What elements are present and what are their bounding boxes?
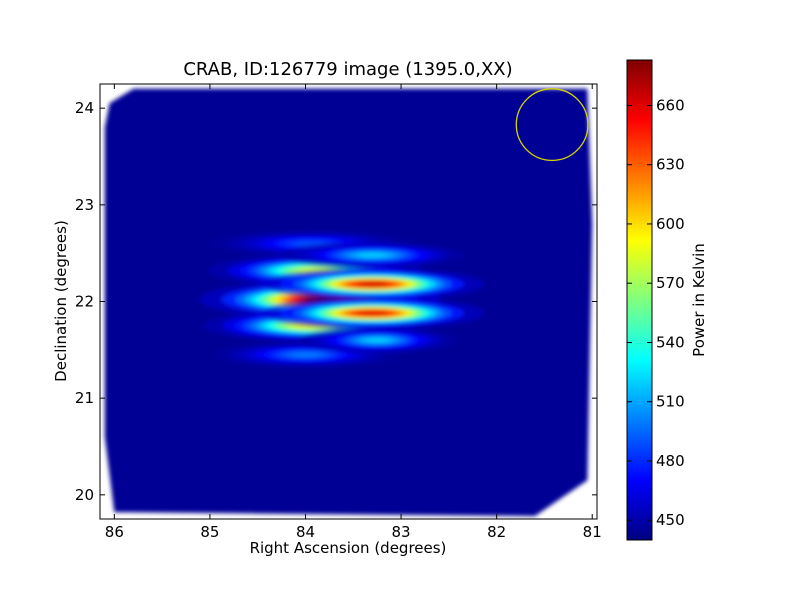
heatmap-source-level [366, 338, 389, 343]
heatmap-source [297, 326, 458, 354]
y-tick-label: 20 [75, 486, 94, 504]
y-tick-label: 21 [75, 389, 94, 407]
chart-title: CRAB, ID:126779 image (1395.0,XX) [183, 59, 512, 80]
colorbar-tick-label: 480 [656, 452, 685, 470]
colorbar-axis: 450 480 510 540 570 600 630 660 [627, 96, 685, 529]
colorbar-tick-label: 570 [656, 274, 685, 292]
colorbar-tick-label: 600 [656, 215, 685, 233]
y-axis: 20 21 22 23 24 [75, 99, 597, 504]
x-tick-label: 86 [105, 523, 124, 541]
colorbar-tick-label: 450 [656, 511, 685, 529]
heatmap-source [260, 296, 485, 330]
colorbar-tick-label: 630 [656, 156, 685, 174]
y-tick-label: 23 [75, 196, 94, 214]
colorbar-tick-label: 510 [656, 393, 685, 411]
heatmap-source-level [292, 352, 319, 357]
plot-area [104, 88, 593, 517]
heatmap-source [260, 267, 485, 301]
y-tick-label: 24 [75, 99, 94, 117]
x-tick-label: 81 [583, 523, 602, 541]
colorbar [626, 59, 653, 541]
x-tick-label: 84 [296, 523, 315, 541]
heatmap-source-level [356, 281, 388, 287]
x-axis-label: Right Ascension (degrees) [250, 539, 447, 557]
x-axis: 86 85 84 83 82 81 [105, 84, 602, 541]
heatmap-source [278, 241, 466, 269]
heatmap-source-level [359, 253, 386, 257]
x-tick-label: 85 [200, 523, 219, 541]
colorbar-tick-label: 660 [656, 96, 685, 114]
beam-circle [515, 88, 589, 162]
y-axis-label: Declination (degrees) [52, 220, 70, 382]
colorbar-tick-label: 540 [656, 333, 685, 351]
heatmap-source [208, 230, 412, 257]
heatmap-source-level [356, 310, 388, 316]
x-tick-label: 82 [487, 523, 506, 541]
heatmap-sources [199, 230, 485, 369]
x-tick-label: 83 [392, 523, 411, 541]
colorbar-label: Power in Kelvin [690, 243, 708, 357]
y-tick-label: 22 [75, 293, 94, 311]
